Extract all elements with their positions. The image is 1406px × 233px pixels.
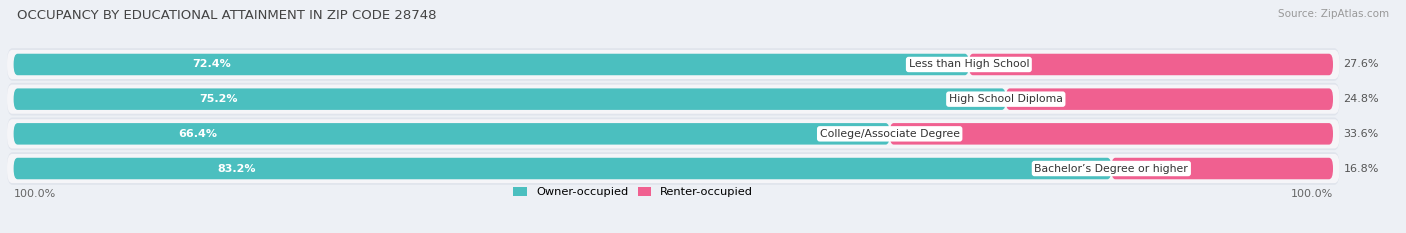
Text: OCCUPANCY BY EDUCATIONAL ATTAINMENT IN ZIP CODE 28748: OCCUPANCY BY EDUCATIONAL ATTAINMENT IN Z… (17, 9, 436, 22)
FancyBboxPatch shape (7, 50, 1340, 79)
Text: College/Associate Degree: College/Associate Degree (820, 129, 960, 139)
Text: Less than High School: Less than High School (908, 59, 1029, 69)
Text: 100.0%: 100.0% (1291, 189, 1333, 199)
FancyBboxPatch shape (14, 158, 1111, 179)
FancyBboxPatch shape (7, 83, 1340, 116)
Text: Source: ZipAtlas.com: Source: ZipAtlas.com (1278, 9, 1389, 19)
FancyBboxPatch shape (7, 48, 1340, 81)
FancyBboxPatch shape (1005, 88, 1333, 110)
Text: 66.4%: 66.4% (179, 129, 217, 139)
Text: 24.8%: 24.8% (1344, 94, 1379, 104)
FancyBboxPatch shape (14, 123, 890, 145)
FancyBboxPatch shape (14, 54, 969, 75)
Text: 83.2%: 83.2% (218, 164, 256, 174)
Text: High School Diploma: High School Diploma (949, 94, 1063, 104)
Text: 27.6%: 27.6% (1344, 59, 1379, 69)
FancyBboxPatch shape (7, 119, 1340, 148)
Text: 16.8%: 16.8% (1344, 164, 1379, 174)
Text: 75.2%: 75.2% (198, 94, 238, 104)
Text: 100.0%: 100.0% (14, 189, 56, 199)
Legend: Owner-occupied, Renter-occupied: Owner-occupied, Renter-occupied (513, 187, 754, 197)
Text: 33.6%: 33.6% (1344, 129, 1379, 139)
FancyBboxPatch shape (969, 54, 1333, 75)
Text: Bachelor’s Degree or higher: Bachelor’s Degree or higher (1035, 164, 1188, 174)
FancyBboxPatch shape (7, 152, 1340, 185)
FancyBboxPatch shape (1111, 158, 1333, 179)
FancyBboxPatch shape (7, 154, 1340, 183)
FancyBboxPatch shape (890, 123, 1333, 145)
FancyBboxPatch shape (14, 88, 1005, 110)
Text: 72.4%: 72.4% (193, 59, 231, 69)
FancyBboxPatch shape (7, 85, 1340, 114)
FancyBboxPatch shape (7, 117, 1340, 150)
